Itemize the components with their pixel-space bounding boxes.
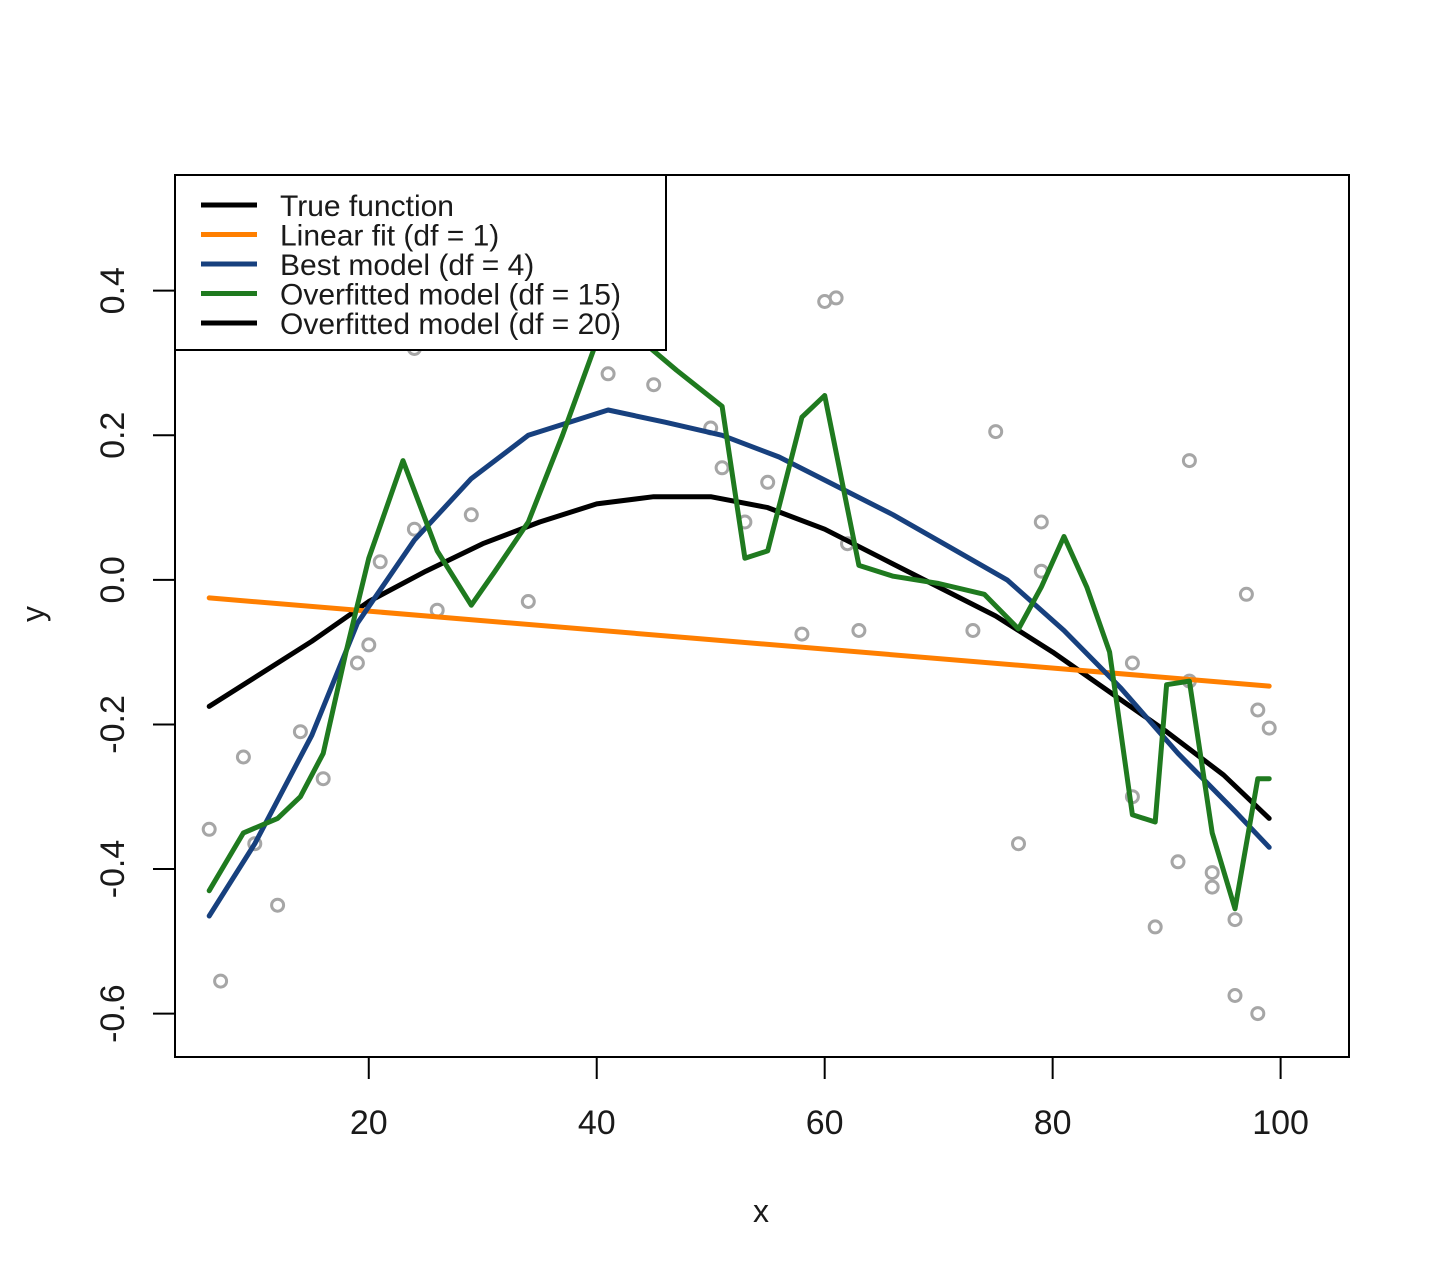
y-tick-label: -0.6 xyxy=(94,984,132,1043)
data-point xyxy=(1261,720,1277,736)
data-point xyxy=(1204,879,1220,895)
y-tick-label: 0.0 xyxy=(94,556,132,603)
legend-label: Best model (df = 4) xyxy=(280,249,534,282)
y-tick-label: 0.4 xyxy=(94,267,132,314)
y-tick-label: -0.2 xyxy=(94,695,132,754)
series-lines xyxy=(206,317,1272,919)
data-point xyxy=(270,897,286,913)
data-point xyxy=(372,554,388,570)
y-tick-label: -0.4 xyxy=(94,840,132,899)
data-point xyxy=(1227,912,1243,928)
y-axis-label: y xyxy=(15,606,51,622)
data-point xyxy=(794,626,810,642)
data-point xyxy=(965,623,981,638)
series-line-2 xyxy=(206,595,1272,689)
data-points xyxy=(201,290,1277,1022)
data-point xyxy=(315,771,331,787)
data-point xyxy=(1250,702,1266,718)
data-point xyxy=(1124,655,1140,671)
x-tick-label: 60 xyxy=(806,1104,844,1142)
x-tick-label: 20 xyxy=(350,1104,388,1142)
data-point xyxy=(600,366,616,382)
data-point xyxy=(988,424,1004,440)
x-axis-label: x xyxy=(753,1193,769,1229)
data-point xyxy=(201,821,217,837)
x-axis: 20 40 60 80 100 xyxy=(350,1056,1309,1142)
legend-label: True function xyxy=(280,190,454,223)
legend-label: Linear fit (df = 1) xyxy=(280,220,499,253)
x-tick-label: 100 xyxy=(1252,1104,1309,1142)
data-point xyxy=(1181,453,1197,469)
data-point xyxy=(714,460,730,476)
data-point xyxy=(1227,988,1243,1003)
data-point xyxy=(406,521,422,537)
series-line-4 xyxy=(206,317,1272,912)
data-point xyxy=(247,836,263,852)
data-point xyxy=(1204,865,1220,881)
data-point xyxy=(760,474,776,490)
x-tick-label: 40 xyxy=(578,1104,616,1142)
y-tick-label: 0.2 xyxy=(94,412,132,459)
x-tick-label: 80 xyxy=(1034,1104,1072,1142)
data-point xyxy=(213,973,229,989)
data-point xyxy=(851,623,867,638)
data-point xyxy=(646,377,662,393)
data-point xyxy=(1033,514,1049,530)
legend-label: Overfitted model (df = 15) xyxy=(280,279,621,312)
data-point xyxy=(463,507,479,523)
data-point xyxy=(520,594,536,609)
data-point xyxy=(1170,854,1186,870)
data-point xyxy=(292,724,308,740)
data-point xyxy=(1238,586,1254,602)
data-point xyxy=(1147,919,1163,935)
legend-label: Overfitted model (df = 20) xyxy=(280,308,621,341)
data-point xyxy=(235,749,251,765)
data-point xyxy=(349,655,365,671)
data-point xyxy=(1011,836,1026,852)
data-point xyxy=(828,290,844,306)
y-axis: -0.6 -0.4 -0.2 0.0 0.2 0.4 xyxy=(94,267,176,1043)
data-point xyxy=(361,637,377,653)
data-point xyxy=(1250,1006,1266,1022)
